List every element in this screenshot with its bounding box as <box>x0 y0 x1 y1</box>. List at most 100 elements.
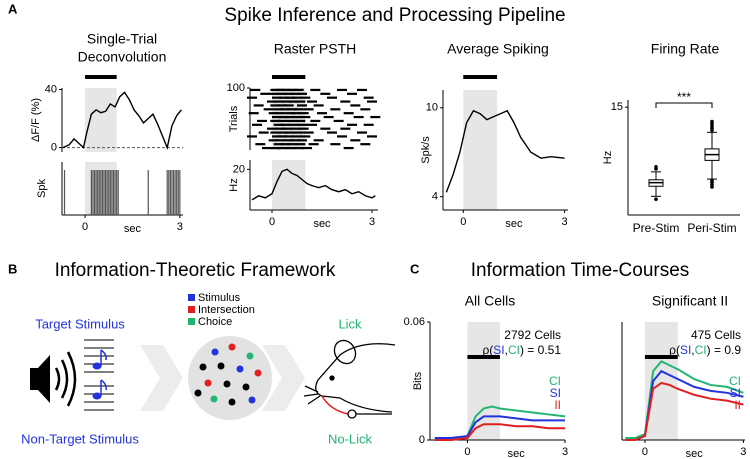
legend-label: Stimulus <box>198 292 241 304</box>
annotation: 475 Cells <box>691 328 741 342</box>
correlation: ρ(SI,CI) = 0.51 <box>482 343 561 357</box>
panel-label: A <box>8 1 18 16</box>
arrow <box>262 345 305 411</box>
y-tick-label: 4 <box>432 191 438 203</box>
y-axis-label: Trials <box>228 105 240 132</box>
x-tick-label: 3 <box>369 216 375 228</box>
x-tick-label: 0 <box>460 216 466 228</box>
section-title: Information-Theoretic Framework <box>55 260 336 281</box>
chart-title: Raster PSTH <box>274 41 356 57</box>
x-tick-label: 3 <box>562 446 568 458</box>
series-line <box>625 369 744 441</box>
y-axis-label: Hz <box>602 151 614 164</box>
x-tick-label: 3 <box>740 446 746 458</box>
section-title: Information Time-Courses <box>471 260 690 281</box>
outlier <box>654 165 658 169</box>
target-label: Target Stimulus <box>35 316 125 331</box>
diagram: Target Stimulus Non-Target Stimulus Stim… <box>21 292 396 446</box>
chart-title: Significant II <box>652 293 728 309</box>
significance-bracket <box>655 102 713 108</box>
x-tick-label: 0 <box>269 216 275 228</box>
correlation-part: CI <box>695 343 707 357</box>
correlation-part: ρ( <box>669 343 680 357</box>
correlation-part: , <box>691 343 694 357</box>
legend-label: II <box>734 398 741 412</box>
stimulus-shade <box>644 322 678 440</box>
x-axis-label: sec <box>686 448 704 459</box>
series-line <box>625 360 744 440</box>
arrow <box>140 345 183 411</box>
x-axis-label: sec <box>124 223 142 235</box>
y-axis-label: Spk <box>36 179 48 198</box>
lick-label: Lick <box>338 316 362 331</box>
x-axis-label: sec <box>508 448 526 459</box>
correlation-part: ) = 0.9 <box>707 343 742 357</box>
x-tick-label: Peri-Stim <box>687 221 736 235</box>
y-tick-label: 0 <box>419 434 425 446</box>
series-line <box>251 168 376 201</box>
legend-swatch <box>188 294 195 301</box>
series-line <box>62 91 182 150</box>
no-lick-label: No-Lick <box>328 431 373 446</box>
neuron-dots <box>194 343 262 406</box>
correlation-part: ) = 0.51 <box>520 343 561 357</box>
x-tick-label: 3 <box>562 216 568 228</box>
y-tick-label: 40 <box>45 83 57 95</box>
y-axis-label: ΔF/F (%) <box>30 98 42 142</box>
x-tick-label: Pre-Stim <box>633 221 680 235</box>
mouse <box>303 339 396 419</box>
outlier <box>710 185 714 189</box>
y-tick-label: 0.06 <box>404 316 425 328</box>
x-tick-label: 0 <box>642 446 648 458</box>
legend-label: II <box>554 398 561 412</box>
correlation: ρ(SI,CI) = 0.9 <box>669 343 741 357</box>
non-target-label: Non-Target Stimulus <box>21 431 139 446</box>
series-line <box>434 415 565 440</box>
x-axis-label: sec <box>313 218 331 230</box>
y-tick-label: 100 <box>227 82 245 94</box>
correlation-part: , <box>505 343 508 357</box>
stimulus-shade <box>463 90 498 210</box>
stimulus-shade <box>272 160 306 210</box>
legend-swatch <box>188 318 195 325</box>
y-tick-label: 20 <box>233 163 245 175</box>
x-tick-label: 3 <box>177 221 183 233</box>
y-tick-label: 15 <box>611 101 623 113</box>
outlier <box>710 119 714 124</box>
chart-title: Firing Rate <box>651 41 720 57</box>
stimulus-shade <box>467 322 500 440</box>
correlation-part: CI <box>508 343 520 357</box>
correlation-part: ρ( <box>482 343 493 357</box>
chart-title: All Cells <box>465 293 516 309</box>
y-axis-label: Spk/s <box>420 136 432 164</box>
legend-label: Choice <box>198 316 232 328</box>
series-line <box>434 423 565 441</box>
legend-label: Intersection <box>198 304 255 316</box>
legend-swatch <box>188 306 195 313</box>
y-tick-label: 10 <box>426 102 438 114</box>
x-tick-label: 0 <box>82 221 88 233</box>
staff <box>84 339 114 411</box>
chart-title: Deconvolution <box>78 49 167 65</box>
correlation-part: SI <box>680 343 691 357</box>
y-axis-label: Bits <box>412 371 424 390</box>
series-line <box>445 109 565 193</box>
series-line <box>625 381 744 441</box>
correlation-part: SI <box>493 343 504 357</box>
section-title: Spike Inference and Processing Pipeline <box>224 5 565 26</box>
y-axis-label: Hz <box>228 178 240 191</box>
panel-label: B <box>8 261 17 276</box>
chart-title: Single-Trial <box>87 31 157 47</box>
annotation: *** <box>677 90 691 104</box>
x-tick-label: 0 <box>464 446 470 458</box>
outlier <box>654 197 658 201</box>
x-axis-label: sec <box>505 218 523 230</box>
annotation: 2792 Cells <box>504 328 561 342</box>
legend-label: SI <box>550 386 561 400</box>
legend-label: SI <box>730 386 741 400</box>
y-tick-label: 0 <box>51 142 57 154</box>
legend-label: CI <box>729 374 741 388</box>
speaker <box>30 351 77 407</box>
